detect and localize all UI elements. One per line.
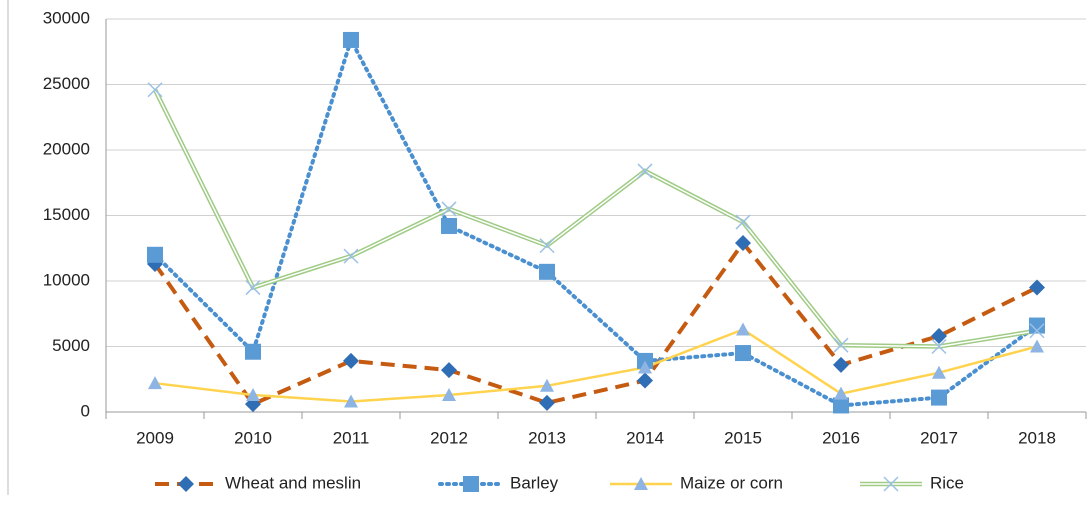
marker <box>463 476 479 492</box>
marker <box>931 338 947 355</box>
marker <box>147 246 163 263</box>
marker <box>343 352 359 369</box>
y-tick-label: 0 <box>81 401 90 420</box>
marker <box>931 389 947 406</box>
x-tick-label: 2010 <box>234 428 272 447</box>
y-tick-label: 25000 <box>43 74 90 93</box>
marker <box>634 477 648 490</box>
marker <box>540 378 554 392</box>
marker <box>539 263 555 280</box>
marker <box>178 476 194 492</box>
y-tick-label: 30000 <box>43 8 90 27</box>
series-line <box>153 34 1039 408</box>
x-tick-label: 2013 <box>528 428 566 447</box>
marker <box>833 356 849 373</box>
x-tick-label: 2009 <box>136 428 174 447</box>
marker <box>343 31 359 48</box>
series-line <box>153 239 1038 407</box>
marker <box>735 214 751 230</box>
legend-label: Wheat and meslin <box>225 473 361 492</box>
marker <box>148 376 162 390</box>
marker <box>344 394 358 408</box>
marker <box>735 235 751 252</box>
x-tick-label: 2014 <box>626 428 664 447</box>
marker <box>834 386 848 400</box>
legend-label: Barley <box>510 473 559 492</box>
x-tick-label: 2016 <box>822 428 860 447</box>
marker <box>245 280 261 296</box>
legend-label: Rice <box>930 473 964 492</box>
marker <box>833 397 849 414</box>
marker <box>539 394 555 411</box>
marker <box>735 345 751 362</box>
x-tick-label: 2011 <box>333 428 370 447</box>
x-tick-label: 2018 <box>1018 428 1056 447</box>
marker <box>833 337 849 353</box>
marker <box>931 328 947 345</box>
marker <box>637 163 653 179</box>
y-tick-label: 5000 <box>52 336 90 355</box>
marker <box>539 238 555 254</box>
y-tick-label: 10000 <box>43 270 90 289</box>
marker <box>246 387 260 401</box>
marker <box>637 372 653 389</box>
marker <box>245 343 261 360</box>
marker <box>441 362 457 379</box>
legend-label: Maize or corn <box>680 473 783 492</box>
marker <box>1029 279 1045 296</box>
marker <box>932 365 946 379</box>
marker <box>638 360 652 374</box>
marker <box>1030 339 1044 353</box>
marker <box>1029 323 1045 339</box>
marker <box>883 476 899 492</box>
marker <box>147 82 163 98</box>
marker <box>441 201 457 217</box>
x-tick-label: 2012 <box>430 428 468 447</box>
marker <box>442 387 456 401</box>
y-tick-label: 15000 <box>43 205 90 224</box>
series-line-inner <box>154 89 1038 348</box>
marker <box>1029 317 1045 334</box>
marker <box>441 217 457 234</box>
series-line <box>152 88 1038 349</box>
series-line <box>154 328 1038 403</box>
y-tick-label: 20000 <box>43 139 90 158</box>
marker <box>736 322 750 336</box>
marker <box>343 248 359 264</box>
x-tick-label: 2015 <box>724 428 762 447</box>
x-tick-label: 2017 <box>920 428 958 447</box>
